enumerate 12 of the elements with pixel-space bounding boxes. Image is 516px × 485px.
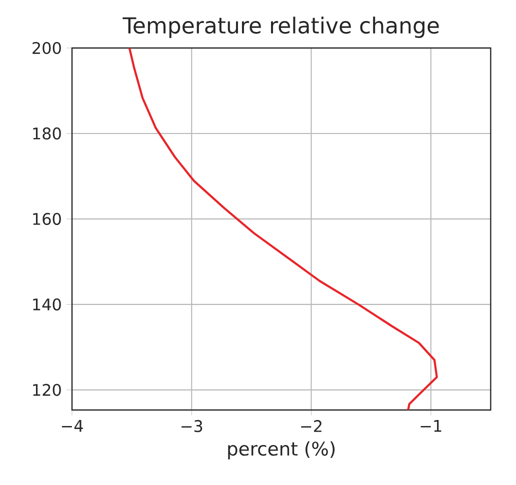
- y-tick-label: 160: [33, 212, 61, 226]
- x-tick-label: −1: [420, 420, 442, 432]
- x-tick-label: −3: [182, 420, 202, 432]
- x-axis-title: percent (%): [228, 441, 335, 460]
- x-tick-label: −2: [301, 420, 322, 432]
- y-tick-label: 120: [33, 384, 61, 396]
- y-tick-label: 140: [33, 298, 61, 310]
- line-series: [128, 48, 438, 410]
- chart-title: Temperature relative change: [122, 16, 439, 38]
- x-tick-label: −4: [62, 420, 83, 432]
- y-tick-label: 200: [32, 42, 61, 54]
- y-tick-label: 180: [33, 127, 61, 140]
